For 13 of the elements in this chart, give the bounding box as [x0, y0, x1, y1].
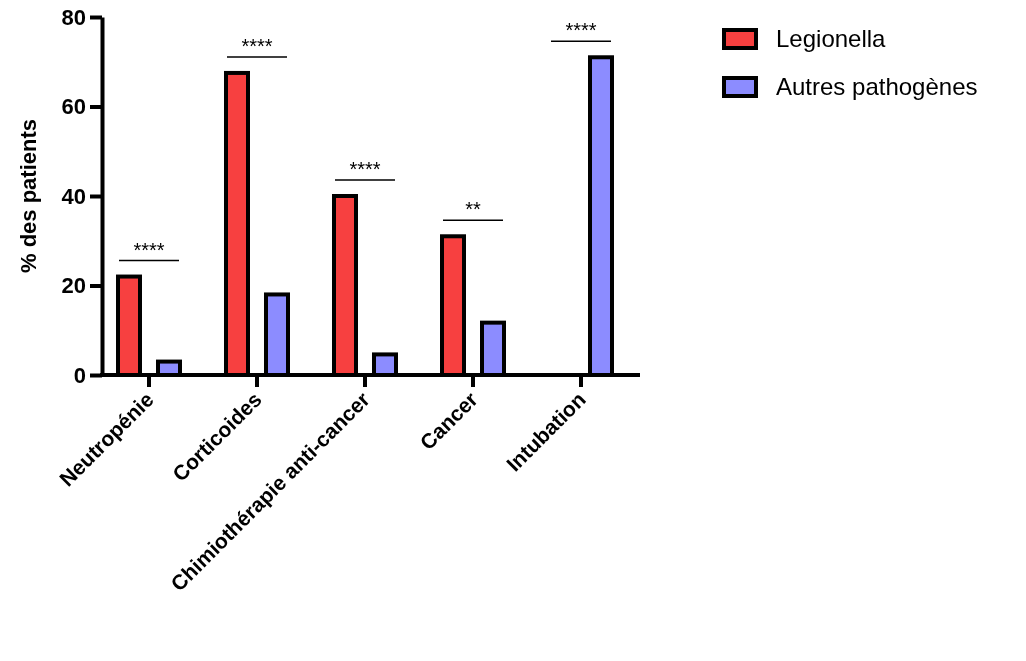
y-tick-label: 80	[61, 4, 86, 30]
legend-label: Autres pathogènes	[776, 73, 978, 100]
annotation: ****	[133, 238, 165, 261]
annotation: **	[465, 198, 481, 221]
legend-label: Legionella	[776, 25, 887, 52]
y-axis-title: % des patients	[16, 118, 41, 274]
y-tick-label: 20	[61, 273, 86, 299]
y-tick-label: 0	[73, 362, 86, 388]
y-tick-label: 40	[61, 183, 86, 209]
annotation: ****	[349, 158, 381, 180]
annotation: ****	[241, 34, 273, 57]
y-tick-label: 60	[61, 94, 86, 120]
annotation: ****	[565, 19, 597, 42]
